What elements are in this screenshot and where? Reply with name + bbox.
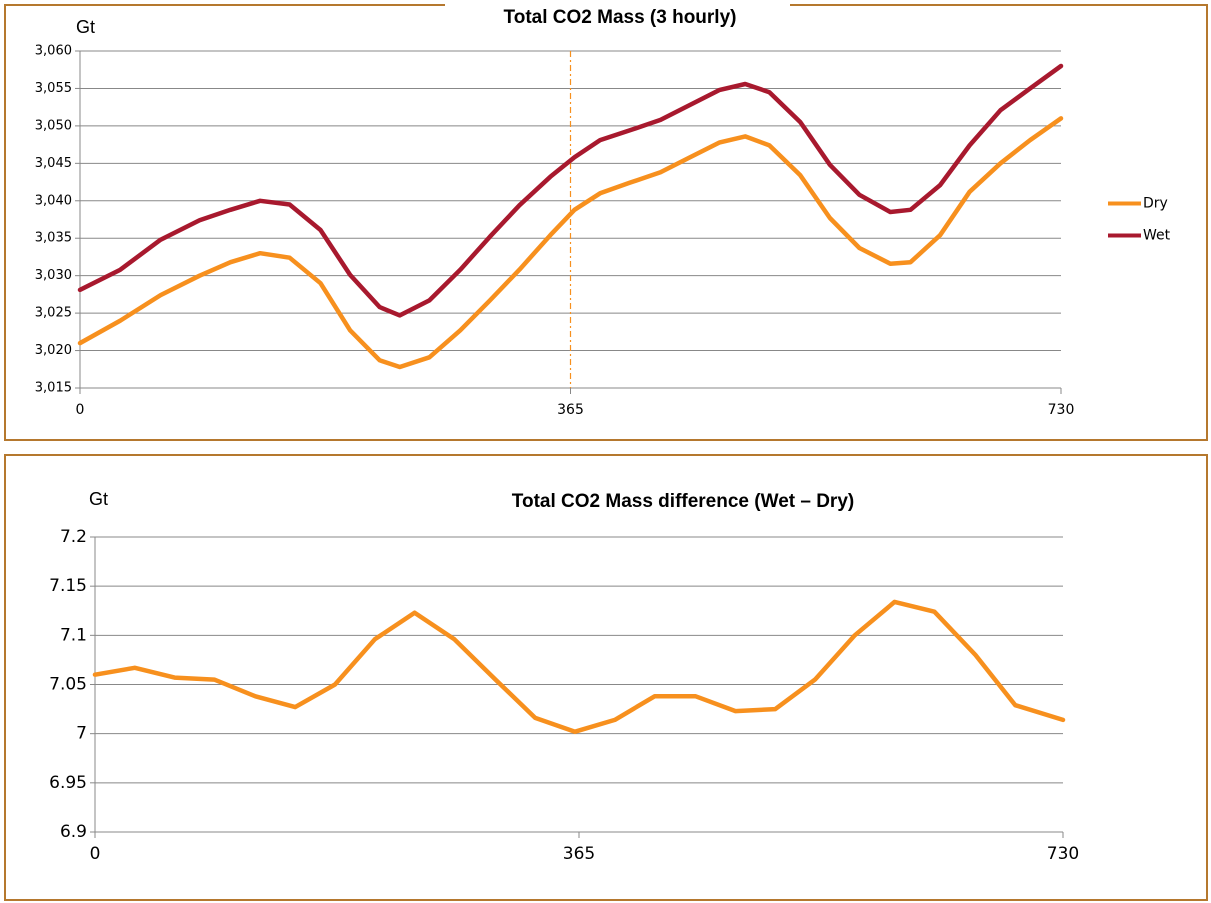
- x-tick-label: 730: [1048, 402, 1075, 418]
- legend-label: Wet: [1143, 228, 1171, 244]
- x-tick-label: 365: [557, 402, 584, 418]
- data-line: [92, 599, 1066, 734]
- y-tick-label: 3,030: [35, 268, 72, 283]
- y-tick-label: 7.05: [49, 675, 87, 695]
- y-tick-label: 3,040: [35, 193, 72, 208]
- y-tick-label: 3,020: [35, 343, 72, 358]
- data-line: [77, 63, 1064, 318]
- y-tick-label: 3,025: [35, 306, 72, 321]
- y-tick-label: 3,045: [35, 156, 72, 171]
- x-tick-label: 0: [76, 402, 85, 418]
- y-tick-label: 7.2: [60, 527, 87, 547]
- y-axis-label: Gt: [76, 17, 95, 37]
- y-tick-label: 7: [76, 724, 87, 744]
- y-tick-label: 7.15: [49, 576, 87, 596]
- y-tick-label: 3,060: [35, 44, 72, 59]
- x-tick-label: 730: [1047, 844, 1079, 864]
- title-background: [445, 0, 790, 12]
- chart-frame: [4, 4, 1208, 441]
- y-tick-label: 6.95: [49, 773, 87, 793]
- legend-label: Dry: [1143, 196, 1168, 212]
- y-tick-label: 3,015: [35, 381, 72, 396]
- chart-title: Total CO2 Mass difference (Wet – Dry): [512, 491, 854, 512]
- y-tick-label: 7.1: [60, 625, 87, 645]
- y-tick-label: 3,055: [35, 81, 72, 96]
- y-tick-label: 3,050: [35, 118, 72, 133]
- y-tick-label: 6.9: [60, 822, 87, 842]
- y-axis-label: Gt: [89, 489, 108, 509]
- x-tick-label: 365: [563, 844, 595, 864]
- chart-frame: [4, 454, 1208, 901]
- x-tick-label: 0: [90, 844, 101, 864]
- y-tick-label: 3,035: [35, 231, 72, 246]
- chart-title: Total CO2 Mass (3 hourly): [504, 7, 737, 28]
- data-line: [77, 116, 1064, 370]
